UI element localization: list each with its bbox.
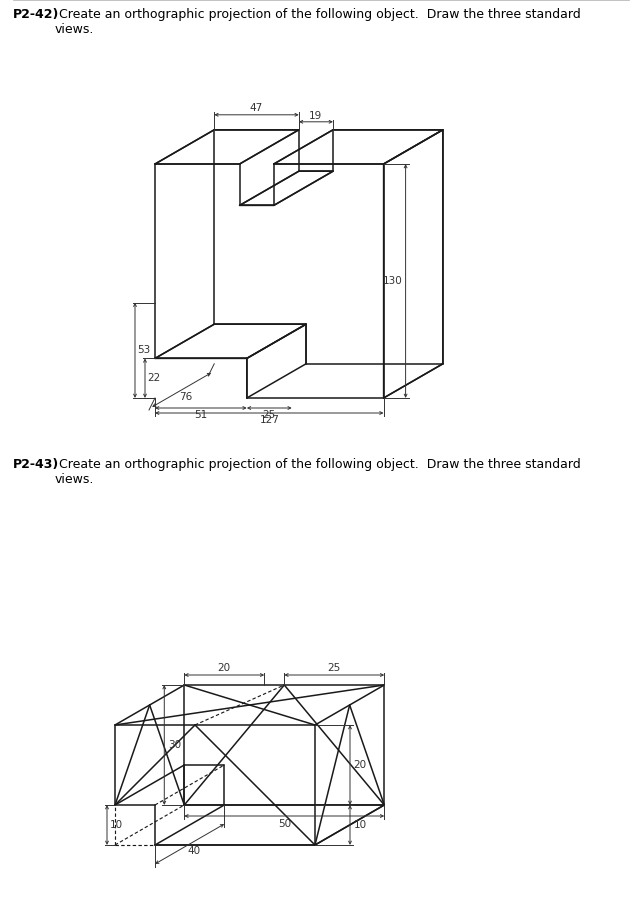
Text: 22: 22	[148, 374, 160, 383]
Point	[0, 345, 6, 356]
Text: 127: 127	[259, 415, 279, 425]
Text: 25: 25	[327, 663, 341, 673]
Text: 20: 20	[354, 760, 367, 770]
Text: 19: 19	[309, 111, 322, 121]
Text: P2-43): P2-43)	[13, 458, 59, 471]
Text: 30: 30	[168, 740, 181, 750]
Text: 47: 47	[250, 103, 263, 112]
Text: 76: 76	[179, 392, 192, 401]
Text: 51: 51	[195, 410, 207, 420]
Text: 10: 10	[109, 820, 123, 830]
Text: 25: 25	[263, 410, 276, 420]
Text: 53: 53	[137, 346, 151, 356]
Text: P2-42): P2-42)	[13, 8, 59, 21]
Text: 130: 130	[383, 276, 403, 286]
Point	[94, 345, 102, 356]
Text: Create an orthographic projection of the following object.  Draw the three stand: Create an orthographic projection of the…	[55, 8, 581, 36]
Text: 40: 40	[187, 846, 200, 856]
Text: 10: 10	[354, 820, 367, 830]
Text: 20: 20	[218, 663, 231, 673]
Text: Create an orthographic projection of the following object.  Draw the three stand: Create an orthographic projection of the…	[55, 458, 581, 486]
Text: 50: 50	[278, 819, 291, 829]
